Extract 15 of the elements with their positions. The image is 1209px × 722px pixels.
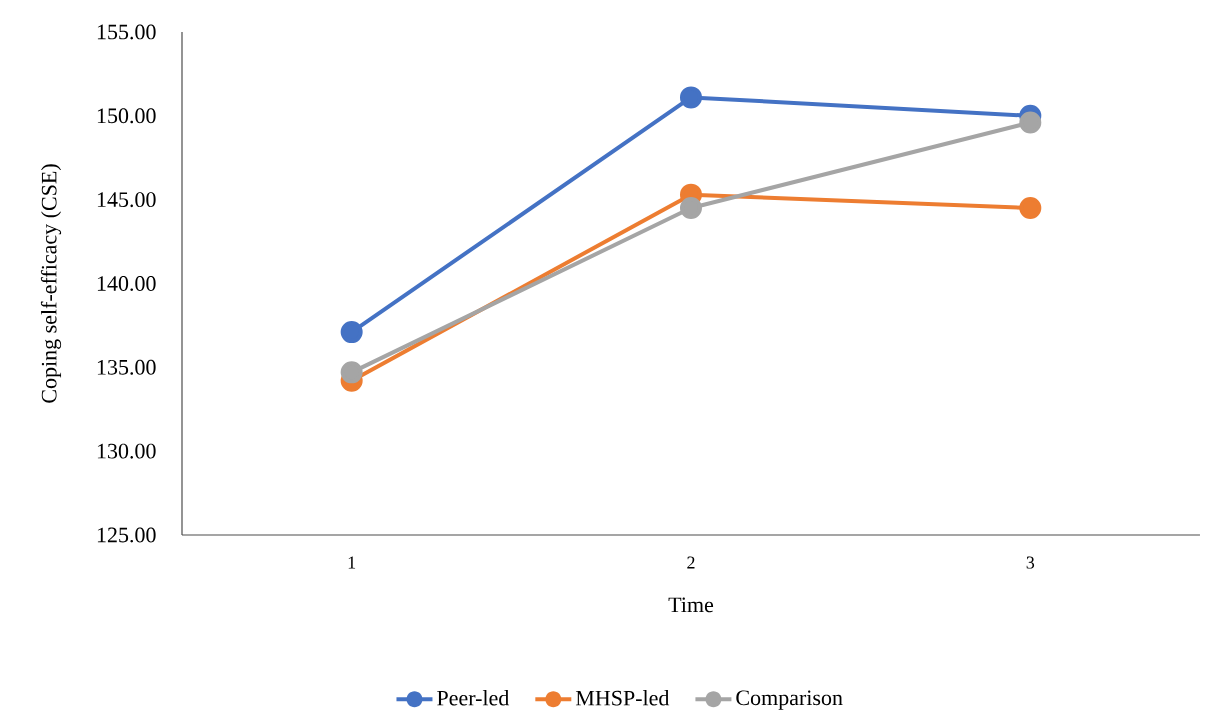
x-axis-title: Time [668, 597, 714, 613]
y-tick-label: 125.00 [97, 527, 156, 543]
y-tick-label: 140.00 [97, 276, 156, 291]
x-tick-label: 3 [1026, 556, 1035, 569]
y-tick-label: 150.00 [97, 108, 156, 124]
y-tick-label: 135.00 [97, 359, 156, 375]
y-axis-title: Coping self-efficacy (CSE) [40, 164, 62, 403]
y-tick-label: 130.00 [97, 443, 156, 459]
x-tick-label: 1 [348, 556, 356, 569]
y-tick-label: 155.00 [97, 24, 156, 40]
x-tick-label: 2 [687, 556, 695, 569]
legend-label: Peer-led [437, 690, 510, 706]
y-tick-label: 145.00 [97, 192, 156, 208]
legend-label: Comparison [736, 690, 843, 710]
legend-label: MHSP-led [575, 690, 670, 706]
